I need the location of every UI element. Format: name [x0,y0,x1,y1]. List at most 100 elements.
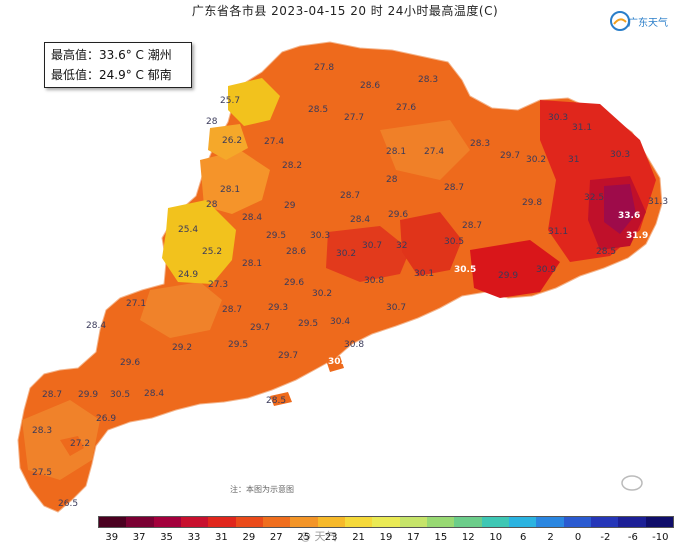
legend-tick-label: 21 [352,532,365,543]
station-value-label: 29.7 [278,351,298,361]
legend-tick-label: 29 [242,532,256,543]
legend-tick-label: 17 [407,532,420,543]
station-value-label: 30.2 [526,155,546,165]
station-value-label: 28 [206,117,218,127]
temperature-legend-bar [98,516,674,528]
station-value-label: 26.5 [58,499,78,509]
legend-tick-label: 0 [574,532,582,543]
station-value-label: 29.9 [78,390,98,400]
legend-tick-label: 15 [434,532,448,543]
station-value-label: 27.2 [70,439,90,449]
station-value-label: 30.5 [444,237,464,247]
station-value-label: 30.1 [414,269,434,279]
legend-tick-label: -10 [652,532,669,543]
station-value-label: 28.3 [418,75,438,85]
max-value-line: 最高值：33.6° C 潮州 [51,48,172,62]
legend-tick-label: -6 [627,532,638,543]
legend-color-swatch [426,517,455,527]
station-value-label: 28.4 [242,213,262,223]
station-value-label: 30.5 [454,265,476,275]
station-value-label: 29.5 [266,231,286,241]
weather-logo-icon [610,11,630,31]
legend-tick-label: 35 [160,532,173,543]
station-value-label: 28.7 [222,305,242,315]
logo-label: 广东天气 [628,18,668,29]
station-value-label: 28 [206,200,218,210]
station-value-label: 30.3 [610,150,630,160]
station-value-label: 28.7 [340,191,360,201]
legend-color-swatch [563,517,591,527]
map-title: 广东省各市县 2023-04-15 20 时 24小时最高温度(C) [191,4,499,18]
station-value-label: 31 [568,155,579,165]
station-value-label: 30.5 [110,390,130,400]
station-value-label: 25.7 [220,96,240,106]
legend-color-swatch [618,517,646,527]
station-value-label: 30.7 [362,241,382,251]
legend-color-swatch [99,517,127,527]
station-value-label: 30.8 [344,340,364,350]
legend-tick-label: 10 [489,532,503,543]
station-value-label: 28.3 [470,139,490,149]
station-value-label: 29.6 [284,278,304,288]
station-value-label: 31.3 [648,197,668,207]
station-value-label: 28.1 [386,147,406,157]
watermark-text: @ 天气 [300,530,337,543]
station-value-label: 29.2 [172,343,192,353]
station-value-label: 28.5 [596,247,616,257]
station-value-label: 29.9 [498,271,518,281]
station-value-label: 29.3 [268,303,288,313]
legend-color-swatch [399,517,427,527]
station-value-label: 28.6 [360,81,380,91]
legend-tick-label: 6 [519,532,527,543]
legend-color-swatch [262,517,291,527]
station-value-label: 29.6 [120,358,140,368]
station-value-label: 28.4 [350,215,370,225]
legend-tick-label: -2 [600,532,611,543]
legend-color-swatch [126,517,154,527]
legend-tick-label: 2 [547,532,554,543]
station-value-label: 31.1 [548,227,568,237]
station-value-label: 27.3 [208,280,228,290]
station-value-label: 28.2 [282,161,302,171]
station-value-label: 27.1 [126,299,146,309]
station-value-label: 29.6 [388,210,408,220]
legend-color-swatch [372,517,400,527]
station-value-label: 30.3 [548,113,568,123]
station-value-label: 30.2 [336,249,356,259]
legend-tick-label: 25 [297,532,311,543]
station-value-label: 27.5 [32,468,52,478]
station-value-label: 25.2 [202,247,222,257]
station-value-label: 28.1 [242,259,262,269]
legend-tick-label: 37 [132,532,146,543]
station-value-label: 28.5 [266,396,286,406]
legend-color-swatch [508,517,537,527]
station-value-label: 28.6 [286,247,306,257]
station-value-label: 32 [396,241,407,251]
legend-color-swatch [208,517,236,527]
legend-tick-label: 23 [324,532,338,543]
station-value-label: 30.6 [328,357,350,367]
station-value-label: 32 [520,299,533,309]
station-value-label: 30.7 [386,303,406,313]
station-value-label: 25.4 [178,225,198,235]
station-value-label: 28.3 [32,426,52,436]
legend-tick-label: 39 [105,532,119,543]
station-value-label: 30.2 [312,289,332,299]
station-value-label: 30.8 [364,276,384,286]
station-value-label: 28.4 [144,389,164,399]
station-value-label: 27.7 [344,113,364,123]
legend-tick-label: 12 [461,532,475,543]
weibo-watermark-icon [621,475,643,491]
legend-color-swatch [317,517,345,527]
legend-tick-label: 19 [379,532,393,543]
legend-color-swatch [153,517,181,527]
station-value-label: 27.4 [264,137,284,147]
station-value-label: 27.4 [424,147,444,157]
station-value-label: 32.5 [584,193,604,203]
station-value-label: 28.7 [462,221,482,231]
legend-color-swatch [180,517,209,527]
station-value-label: 26.2 [222,136,242,146]
station-value-label: 29.5 [228,340,248,350]
legend-color-swatch [235,517,263,527]
